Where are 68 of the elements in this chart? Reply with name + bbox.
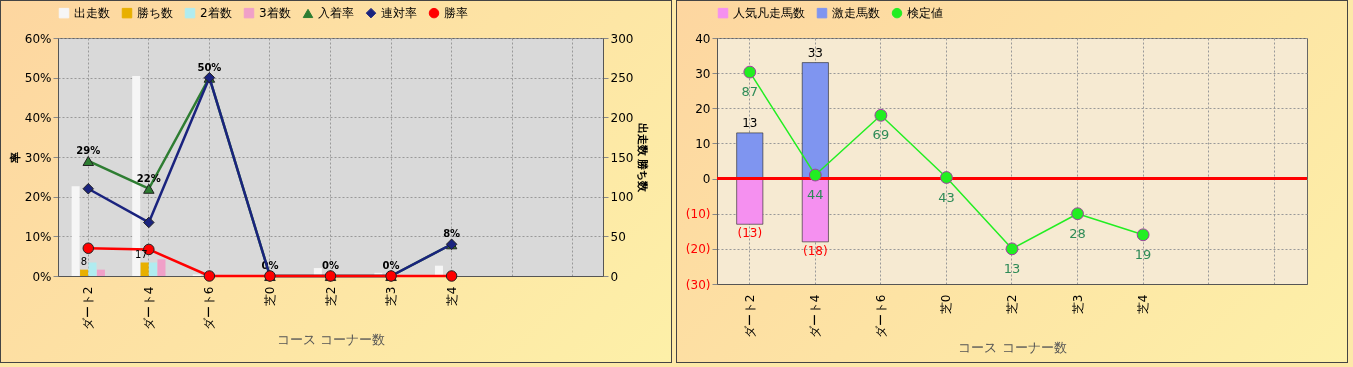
legend-label: 入着率 <box>318 6 354 21</box>
x-tick-label: ダート6 <box>873 294 888 339</box>
x-axis-title: コース コーナー数 <box>276 332 386 348</box>
y-tick-label: 60% <box>24 31 52 46</box>
x-axis-title: コース コーナー数 <box>958 340 1067 356</box>
legend-label: 2着数 <box>200 6 232 21</box>
x-tick-label: ダート2 <box>742 294 757 339</box>
x-tick-label: 芝2 <box>323 286 338 307</box>
data-label: 0% <box>382 260 400 271</box>
data-label: 33 <box>807 45 823 60</box>
data-label: 0% <box>322 260 339 271</box>
legend-label: 3着数 <box>259 6 291 21</box>
annotation: 19 <box>1134 246 1152 262</box>
legend-label: 連対率 <box>381 6 417 21</box>
data-label: 50% <box>197 61 222 73</box>
y-tick-label: 30 <box>695 66 711 81</box>
annotation: 28 <box>1069 225 1086 241</box>
x-tick-label: 芝3 <box>1070 294 1085 315</box>
legend-label: 激走馬数 <box>832 6 880 21</box>
legend-label: 出走数 <box>74 6 110 21</box>
y-tick-label: 10 <box>695 136 711 151</box>
data-label: 17 <box>134 248 148 260</box>
y-tick-label: (30) <box>685 277 711 292</box>
y-tick-label: (20) <box>685 242 711 257</box>
y2-tick-label: 50 <box>610 229 626 244</box>
annotation: 87 <box>741 84 759 100</box>
y-tick-label: 30% <box>24 150 52 165</box>
x-tick-label: 芝4 <box>444 286 459 307</box>
data-label: 8% <box>443 228 461 240</box>
y2-tick-label: 250 <box>610 71 634 86</box>
y2-axis-title: 出走数 勝ち数 <box>636 122 650 194</box>
x-tick-label: 芝2 <box>1005 294 1019 315</box>
y-tick-label: 20% <box>24 190 52 205</box>
y-tick-label: 40 <box>695 31 711 46</box>
x-tick-label: ダート2 <box>81 286 96 331</box>
x-tick-label: ダート4 <box>141 286 156 331</box>
y-tick-label: 40% <box>24 110 52 125</box>
x-tick-label: 芝0 <box>939 294 954 315</box>
x-tick-label: ダート4 <box>808 294 823 339</box>
annotation: 69 <box>872 127 890 143</box>
y-tick-label: 0 <box>702 172 711 187</box>
y-tick-label: 20 <box>695 101 711 116</box>
legend-label: 検定値 <box>907 6 943 21</box>
annotation: 43 <box>938 189 955 205</box>
y-tick-label: 50% <box>24 71 52 86</box>
data-label: 13 <box>742 115 758 130</box>
x-tick-label: ダート6 <box>202 286 217 331</box>
annotation: 13 <box>1003 260 1021 276</box>
x-tick-label: 芝0 <box>262 286 277 307</box>
y-tick-label: 0% <box>32 269 52 284</box>
y-axis-title: 率 <box>8 152 22 164</box>
data-label: 8 <box>80 255 88 267</box>
y2-tick-label: 200 <box>610 110 634 125</box>
y-tick-label: (10) <box>685 207 711 222</box>
legend-label: 勝ち数 <box>137 6 173 21</box>
y2-tick-label: 150 <box>610 150 634 165</box>
y-tick-label: 10% <box>24 229 52 244</box>
data-label: (18) <box>803 243 828 258</box>
x-tick-label: 芝3 <box>384 286 399 307</box>
data-label: 29% <box>76 144 101 156</box>
y2-tick-label: 0 <box>610 269 619 284</box>
legend-label: 人気凡走馬数 <box>733 6 805 21</box>
y2-tick-label: 100 <box>610 190 634 205</box>
y2-tick-label: 300 <box>610 31 634 46</box>
legend-label: 勝率 <box>444 6 468 21</box>
annotation: 44 <box>807 187 824 203</box>
x-tick-label: 芝4 <box>1136 294 1151 315</box>
data-label: (13) <box>737 226 763 241</box>
